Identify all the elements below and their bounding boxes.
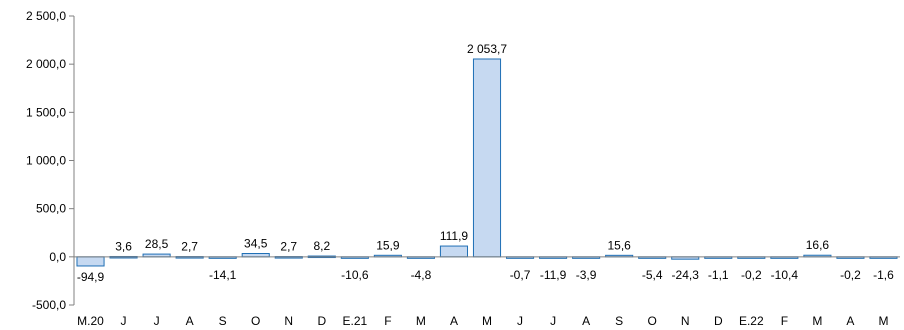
data-label: -10,6 xyxy=(341,268,369,282)
data-label: -94,9 xyxy=(77,270,105,284)
x-tick-label: F xyxy=(384,314,391,328)
data-label: -5,4 xyxy=(642,268,663,282)
x-tick-label: M xyxy=(812,314,822,328)
x-tick-label: J xyxy=(154,314,160,328)
x-tick-label: E.21 xyxy=(342,314,367,328)
x-tick-label: J xyxy=(550,314,556,328)
x-tick-label: N xyxy=(681,314,690,328)
data-label: -1,6 xyxy=(873,268,894,282)
bar xyxy=(439,245,469,258)
data-label: 34,5 xyxy=(244,237,268,251)
data-label: -1,1 xyxy=(708,268,729,282)
data-label: -4,8 xyxy=(411,268,432,282)
x-tick-label: S xyxy=(219,314,227,328)
x-tick-label: D xyxy=(714,314,723,328)
x-tick-label: O xyxy=(648,314,657,328)
y-axis: -500,0 0,0 500,0 1 000,0 1 500,0 2 000,0 2 500… xyxy=(26,9,75,312)
y-tick-label: 0,0 xyxy=(49,250,66,264)
data-label: -0,2 xyxy=(840,268,861,282)
bars xyxy=(76,58,898,267)
data-label: 2,7 xyxy=(280,240,297,254)
x-axis: M.20 J J A S O N D E.21 F M A M J J A S O N D E.22 F M A M xyxy=(74,256,900,328)
x-tick-label: M xyxy=(878,314,888,328)
x-tick-label: M xyxy=(416,314,426,328)
data-label: -0,2 xyxy=(741,268,762,282)
x-tick-label: S xyxy=(615,314,623,328)
x-tick-label: M.20 xyxy=(77,314,104,328)
x-tick-label: J xyxy=(517,314,523,328)
y-tick-label: 1 500,0 xyxy=(26,105,66,119)
x-tick-label: M xyxy=(482,314,492,328)
data-label: -24,3 xyxy=(672,268,700,282)
data-label: 28,5 xyxy=(145,237,169,251)
data-label: 111,9 xyxy=(440,229,469,243)
x-tick-label: O xyxy=(251,314,260,328)
x-tick-label: D xyxy=(317,314,326,328)
data-label: 8,2 xyxy=(313,239,330,253)
data-label: -0,7 xyxy=(510,268,531,282)
x-tick-label: J xyxy=(121,314,127,328)
x-tick-label: A xyxy=(846,314,854,328)
data-label: -11,9 xyxy=(540,268,567,282)
bar xyxy=(76,256,105,267)
data-label: -3,9 xyxy=(576,268,597,282)
x-tick-label: E.22 xyxy=(739,314,764,328)
x-tick-label: A xyxy=(186,314,194,328)
bar xyxy=(472,58,502,258)
data-label: -14,1 xyxy=(209,268,237,282)
y-tick-label: 2 000,0 xyxy=(26,57,66,71)
x-tick-label: A xyxy=(582,314,590,328)
x-tick-label: F xyxy=(781,314,788,328)
data-label: -10,4 xyxy=(771,268,799,282)
y-tick-label: -500,0 xyxy=(32,298,66,312)
x-tick-label: A xyxy=(450,314,458,328)
data-label: 16,6 xyxy=(806,238,830,252)
data-labels: -94,9 3,6 28,5 2,7 -14,1 34,5 2,7 8,2 -10,6 15,9 -… xyxy=(77,42,894,284)
x-tick-label: N xyxy=(284,314,293,328)
data-label: 15,9 xyxy=(376,238,400,252)
y-tick-label: 2 500,0 xyxy=(26,9,66,23)
data-label: 2,7 xyxy=(181,240,198,254)
data-label: 3,6 xyxy=(115,239,132,253)
data-label: 15,6 xyxy=(607,238,631,252)
data-label: 2 053,7 xyxy=(467,42,507,56)
y-tick-label: 500,0 xyxy=(36,202,66,216)
y-tick-label: 1 000,0 xyxy=(26,154,66,168)
